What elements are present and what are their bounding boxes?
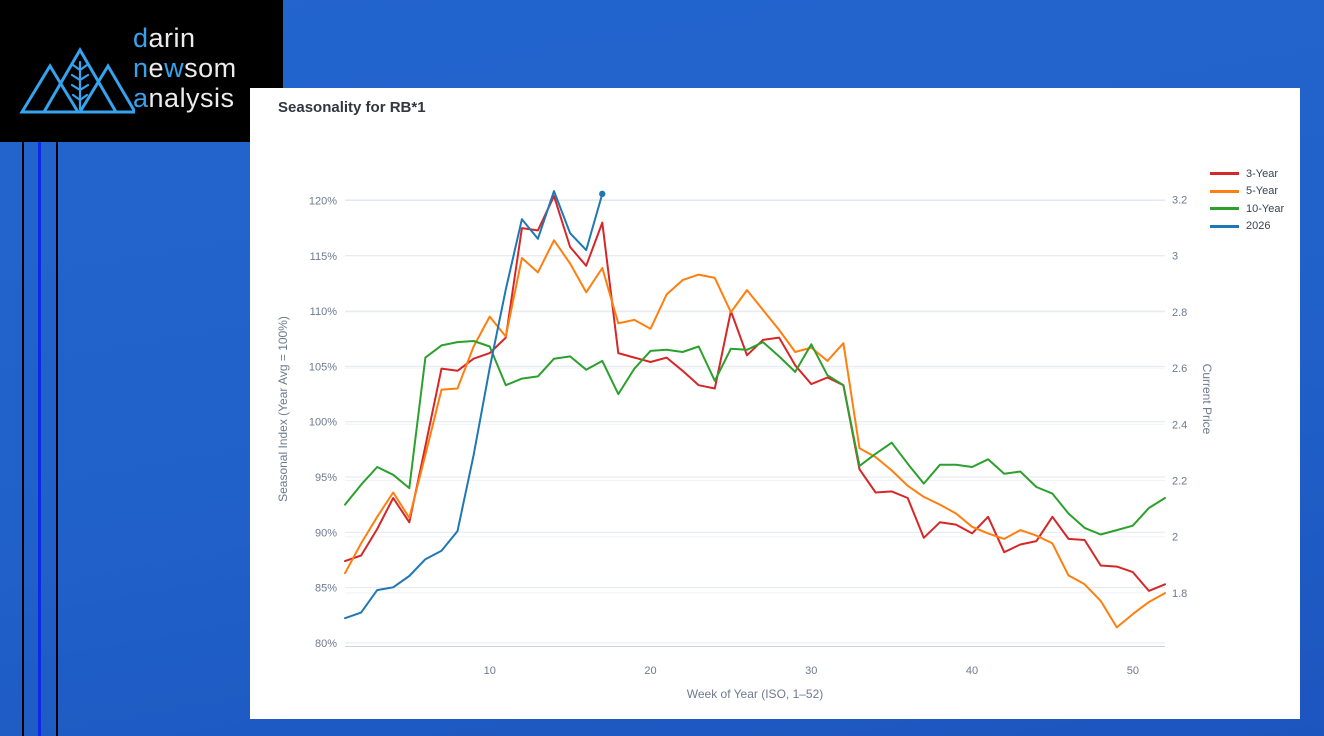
x-axis-title: Week of Year (ISO, 1–52) — [686, 687, 824, 701]
series-line-2026[interactable] — [344, 190, 604, 620]
series-line-10-year[interactable] — [344, 340, 1166, 536]
legend-label: 10-Year — [1246, 202, 1285, 215]
seasonality-chart[interactable]: 120% 115% 110% 105% 100% 95% 90% 85% 80% 3.2 3 2.8 2… — [250, 88, 1300, 719]
y-right-tick-label: 2.2 — [1172, 476, 1187, 488]
y-left-tick-label: 100% — [309, 417, 337, 429]
y-left-tick-label: 95% — [315, 472, 337, 484]
y-right-tick-label: 3.2 — [1172, 195, 1187, 207]
legend-item-3-year[interactable]: 3-Year — [1210, 165, 1284, 183]
background-stripe-blue — [38, 0, 41, 736]
x-tick-label: 30 — [805, 665, 817, 677]
chart-title: Seasonality for RB*1 — [278, 99, 426, 116]
x-tick-label: 40 — [966, 665, 978, 677]
legend-label: 3-Year — [1246, 167, 1279, 180]
logo-line-analysis: analysis — [133, 83, 235, 113]
y-right-tick-label: 2.8 — [1172, 307, 1187, 319]
legend-item-10-year[interactable]: 10-Year — [1210, 200, 1284, 218]
series-end-marker-2026 — [599, 190, 606, 198]
y-left-tick-label: 90% — [315, 527, 337, 539]
y-left-tick-label: 105% — [309, 361, 337, 373]
chart-card: Seasonality for RB*1 120% 115% 110% 105% 100… — [250, 88, 1300, 719]
y-right-axis-title: Current Price — [1200, 363, 1214, 435]
y-left-tick-label: 110% — [310, 306, 338, 318]
background-stripe-black-right — [56, 0, 58, 736]
legend-line-swatch — [1210, 172, 1239, 176]
y-right-tick-label: 2.6 — [1172, 363, 1187, 375]
legend-line-swatch — [1210, 207, 1239, 211]
legend-label: 5-Year — [1246, 185, 1279, 198]
series-line-5-year[interactable] — [344, 239, 1166, 629]
y-left-tick-label: 120% — [309, 196, 337, 208]
y-left-axis-title: Seasonal Index (Year Avg = 100%) — [276, 316, 290, 502]
legend-line-swatch — [1210, 224, 1239, 228]
y-left-tick-label: 85% — [315, 583, 337, 595]
y-left-tick-label: 80% — [315, 638, 337, 650]
logo-line-darin: darin — [133, 23, 196, 53]
y-right-tick-label: 2.4 — [1172, 419, 1187, 431]
dna-logo-block: darin newsom analysis — [0, 0, 283, 142]
y-right-tick-label: 3 — [1172, 251, 1178, 263]
legend-item-5-year[interactable]: 5-Year — [1210, 183, 1284, 201]
legend-label: 2026 — [1246, 220, 1271, 233]
x-tick-label: 20 — [644, 665, 656, 677]
series-line-3-year[interactable] — [344, 195, 1166, 592]
y-right-tick-label: 1.8 — [1172, 588, 1187, 600]
chart-legend: 3-Year 5-Year 10-Year 2026 — [1210, 165, 1284, 235]
x-tick-label: 50 — [1127, 665, 1139, 677]
background-stripe-black-left — [22, 0, 24, 736]
mountains-wheat-logo-icon — [19, 47, 135, 114]
y-left-tick-label: 115% — [310, 251, 338, 263]
legend-line-swatch — [1210, 189, 1239, 193]
y-right-tick-label: 2 — [1172, 532, 1178, 544]
legend-item-2026[interactable]: 2026 — [1210, 218, 1284, 236]
logo-line-newsom: newsom — [133, 53, 237, 83]
logo-text: darin newsom analysis — [133, 23, 237, 113]
x-tick-label: 10 — [484, 665, 496, 677]
